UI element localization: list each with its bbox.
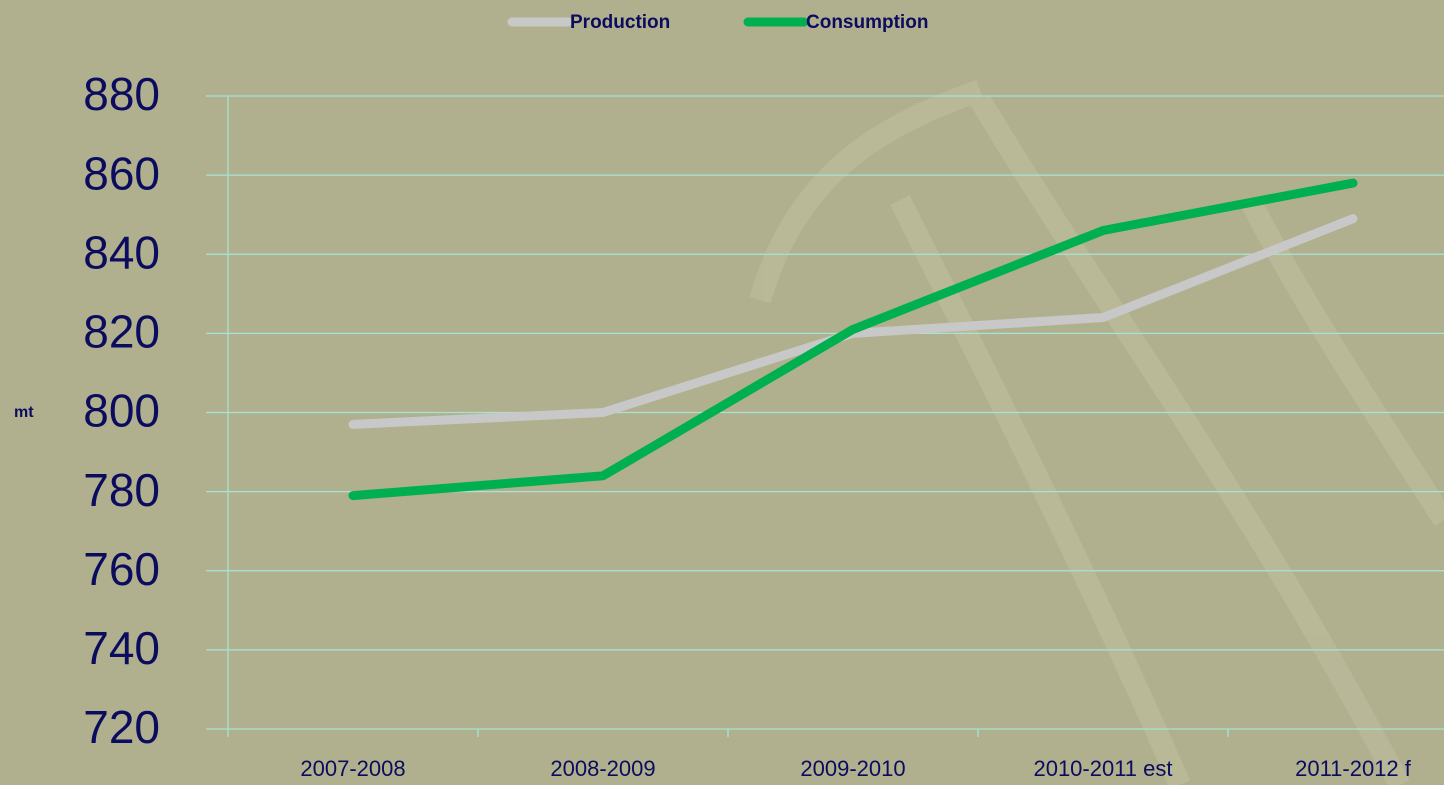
- background-decoration: [760, 90, 1444, 785]
- y-tick-label: 860: [83, 147, 160, 199]
- x-tick-label: 2008-2009: [550, 756, 655, 781]
- y-tick-label: 840: [83, 226, 160, 278]
- y-tick-label: 760: [83, 543, 160, 595]
- legend-label: Consumption: [806, 12, 928, 33]
- y-tick-label: 720: [83, 701, 160, 753]
- y-tick-label: 780: [83, 464, 160, 516]
- y-tick-label: 800: [83, 385, 160, 437]
- y-tick-label: 740: [83, 622, 160, 674]
- x-tick-label: 2009-2010: [800, 756, 905, 781]
- x-tick-label: 2011-2012 f: [1295, 756, 1412, 781]
- legend-label: Production: [570, 12, 670, 33]
- x-tick-label: 2010-2011 est: [1033, 756, 1172, 781]
- chart: mt 720 740 760 780 800 820 840 860 880 2007-2008 2…: [0, 0, 1444, 785]
- series-line: [353, 219, 1353, 425]
- y-tick-label: 820: [83, 306, 160, 358]
- y-axis-label: mt: [14, 404, 34, 421]
- x-tick-label: 2007-2008: [300, 756, 405, 781]
- y-tick-label: 880: [83, 68, 160, 120]
